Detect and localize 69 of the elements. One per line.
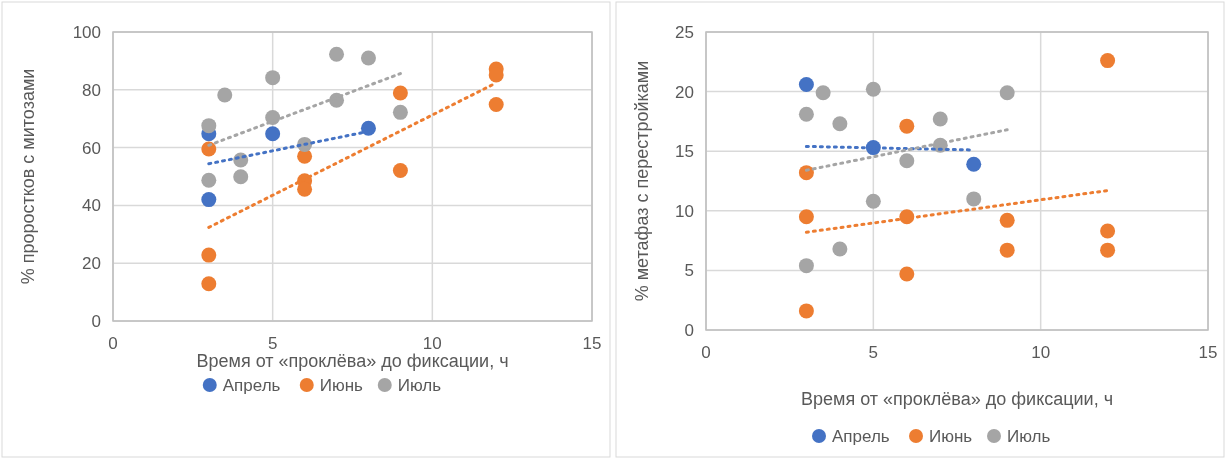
y-tick-label: 60 [82,138,101,158]
y-tick-label: 15 [675,142,694,162]
legend-label: Июнь [929,426,973,446]
point [392,104,408,120]
point [798,209,814,225]
y-tick-label: 20 [675,82,694,102]
point [329,46,345,62]
y-tick-label: 0 [91,311,101,331]
point [265,126,281,142]
point [832,116,848,132]
point [201,118,217,134]
x-tick-label: 0 [701,343,711,362]
x-axis-title: Время от «проклёва» до фиксации, ч [800,389,1114,409]
point [899,118,915,134]
point [201,192,217,208]
point [1100,223,1116,239]
legend-label: Апрель [832,426,890,446]
legend-label: Июль [1007,426,1051,446]
point [966,156,982,172]
point [798,258,814,274]
point [1100,53,1116,69]
y-tick-label: 25 [675,22,694,42]
point [815,85,831,101]
point [201,247,217,263]
legend-label: Июнь [319,375,364,395]
point [798,76,814,92]
legend-label: Апрель [222,375,281,395]
y-tick-label: 40 [82,196,101,216]
y-tick-label: 0 [684,320,694,340]
point [265,70,281,86]
y-tick-label: 100 [72,22,101,42]
point [899,266,915,282]
x-tick-label: 10 [422,334,442,353]
point [865,81,881,97]
point [966,191,982,207]
point [392,85,408,101]
y-tick-label: 80 [82,80,101,100]
point [217,87,233,103]
point [999,212,1015,228]
point [865,193,881,209]
x-tick-label: 15 [1198,343,1218,362]
point [798,303,814,319]
point [798,106,814,122]
point [1100,242,1116,258]
point [488,97,504,113]
point [201,276,217,292]
point [832,241,848,257]
y-tick-label: 20 [82,254,101,274]
legend-label: Июль [397,375,442,395]
x-tick-label: 5 [868,343,879,362]
point [201,172,217,188]
x-tick-label: 15 [582,334,602,353]
point [392,162,408,178]
point [360,120,376,136]
x-tick-label: 10 [1031,343,1051,362]
point [798,165,814,181]
y-tick-label: 5 [684,261,694,281]
y-tick-label: 10 [675,201,694,221]
x-tick-label: 0 [108,334,118,353]
point [360,50,376,66]
point [932,111,948,127]
x-axis-title: Время от «проклёва» до фиксации, ч [196,351,509,371]
x-tick-label: 5 [267,334,278,353]
y-axis-title: % проростков с митозами [18,68,38,285]
point [899,153,915,169]
point [999,85,1015,101]
point [999,242,1015,258]
point [233,169,249,185]
y-axis-title: % метафаз с перестройками [632,60,652,302]
